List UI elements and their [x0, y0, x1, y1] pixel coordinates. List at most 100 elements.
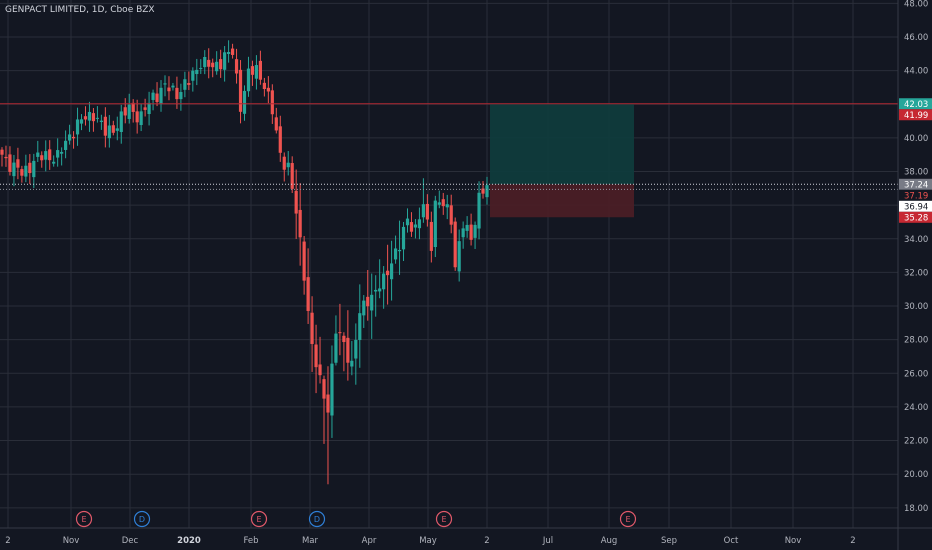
candle-body [187, 83, 191, 85]
candle-body [266, 87, 270, 92]
x-tick-label: Apr [362, 536, 377, 546]
candle-body [397, 249, 402, 252]
y-tick-label: 38.00 [904, 168, 928, 178]
candle-body [207, 59, 211, 67]
candle-body [91, 113, 96, 122]
price-label-text: 37.24 [904, 180, 928, 190]
position-zones[interactable] [490, 103, 634, 218]
candle-body [310, 312, 314, 344]
candle-body [318, 364, 322, 376]
y-tick-label: 34.00 [904, 235, 928, 245]
y-tick-label: 48.00 [904, 0, 928, 9]
candle-body [131, 102, 135, 112]
candle-body [24, 165, 28, 177]
horizontal-lines[interactable] [0, 103, 898, 190]
candle-body [52, 161, 56, 164]
candle-body [386, 270, 390, 276]
x-tick-label: 2 [484, 536, 489, 546]
candle-body [358, 313, 362, 340]
candle-body [262, 82, 266, 90]
symbol-title[interactable]: GENPACT LIMITED, 1D, Cboe BZX [5, 5, 155, 15]
candle-body [374, 289, 378, 292]
candle-body [215, 61, 219, 72]
candle-body [28, 162, 32, 174]
candle-body [230, 48, 235, 55]
y-tick-label: 32.00 [904, 268, 928, 278]
candle-body [171, 85, 175, 88]
candle-body [32, 160, 36, 178]
candle-body [370, 294, 374, 311]
x-tick-label: 2 [850, 536, 855, 546]
candle-body [115, 128, 119, 131]
candle-body [433, 200, 437, 248]
candle-body [203, 56, 207, 68]
earnings-icon [619, 510, 637, 528]
candle-body [175, 87, 179, 100]
earnings-icon [435, 510, 453, 528]
candle-body [469, 224, 473, 240]
candle-body [151, 92, 155, 100]
price-label-badge [899, 200, 932, 212]
profit-target-zone[interactable] [490, 103, 634, 185]
candle-body [211, 62, 215, 68]
candle-body [143, 107, 147, 110]
candle-body [306, 277, 310, 311]
x-tick-label: Dec [122, 536, 139, 546]
earnings-icon-letter: E [625, 515, 630, 524]
candle-body [163, 83, 167, 85]
candle-body [48, 149, 52, 161]
candle-body [481, 188, 485, 194]
candle-body [437, 202, 441, 205]
candle-body [286, 162, 290, 168]
candle-body [99, 120, 103, 123]
candle-body [270, 90, 274, 115]
candle-body [147, 102, 151, 114]
price-label-badge [899, 211, 932, 223]
y-tick-label: 24.00 [904, 403, 928, 413]
candle-body [111, 125, 115, 133]
candle-body [107, 125, 111, 139]
candle-body [366, 296, 370, 307]
candle-body [60, 151, 64, 154]
candle-body [389, 263, 394, 280]
candle-body [167, 87, 171, 92]
candle-body [87, 111, 92, 121]
price-label-badge [899, 189, 932, 201]
earnings-icon-letter: E [256, 515, 261, 524]
candle-body [441, 199, 445, 207]
candle-body [40, 155, 44, 161]
candle-body [8, 154, 12, 172]
x-tick-label: Feb [243, 536, 258, 546]
candle-body [354, 339, 358, 359]
candle-body [382, 273, 386, 290]
earnings-icon [250, 510, 268, 528]
candle-body [453, 221, 457, 268]
candle-body [378, 288, 382, 292]
candle-body [250, 66, 255, 75]
candle-body [20, 169, 24, 176]
candle-body [254, 65, 259, 79]
candle-body [36, 152, 40, 157]
price-label-badge [899, 109, 932, 121]
candle-body [314, 344, 318, 368]
candle-body [278, 126, 282, 153]
x-tick-label: Nov [63, 536, 80, 546]
candle-body [139, 111, 143, 126]
candle-body [95, 117, 100, 119]
x-tick-label: Jul [542, 536, 553, 546]
candle-body [477, 192, 481, 229]
y-tick-label: 18.00 [904, 504, 928, 514]
price-label-text: 37.19 [904, 191, 928, 201]
candle-body [338, 332, 342, 334]
x-tick-label: Aug [601, 536, 618, 546]
candle-body [330, 363, 334, 416]
dividend-icon [133, 510, 151, 528]
candle-body [298, 209, 302, 238]
candle-body [346, 337, 350, 363]
price-label-text: 42.03 [904, 100, 928, 110]
earnings-icon-letter: E [81, 515, 86, 524]
candle-body [103, 116, 107, 136]
